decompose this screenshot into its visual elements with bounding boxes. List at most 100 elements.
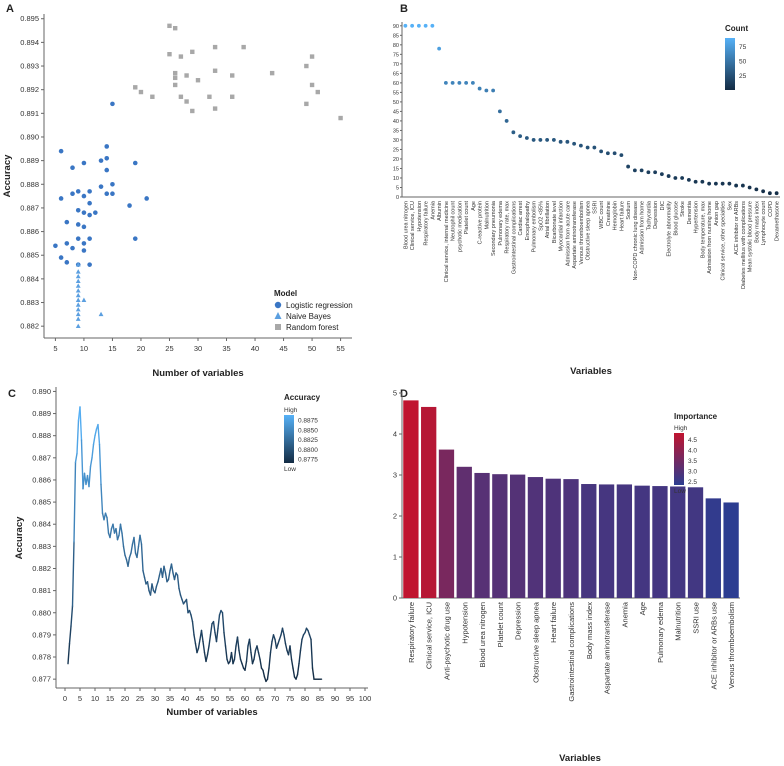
x-tick-label: 100 xyxy=(359,694,372,703)
line-segment xyxy=(170,563,174,574)
x-tick-label: 15 xyxy=(108,344,116,353)
panel-label-d: D xyxy=(400,388,408,400)
line-segment xyxy=(266,667,270,680)
dot-point xyxy=(545,138,550,142)
colorbar-low-label: Low xyxy=(284,466,296,473)
scatter-point xyxy=(58,196,64,201)
x-category-label: Anemia xyxy=(620,601,629,627)
scatter-point xyxy=(81,193,87,199)
x-tick-label: 75 xyxy=(286,694,294,703)
colorbar-low-label: Low xyxy=(674,488,686,495)
scatter-point xyxy=(172,75,178,81)
scatter-point xyxy=(70,245,75,251)
x-tick-label: 5 xyxy=(78,694,82,703)
x-tick-label: 25 xyxy=(136,694,144,703)
x-category-label: psychotic medication xyxy=(457,201,463,252)
scatter-point xyxy=(75,311,81,317)
x-axis-title: Variables xyxy=(559,753,601,764)
dot-point xyxy=(572,141,577,146)
line-segment xyxy=(119,523,123,534)
x-category-label: Admission from home xyxy=(640,201,646,254)
dot-point xyxy=(416,23,421,28)
scatter-point xyxy=(81,248,87,253)
line-segment xyxy=(179,594,183,601)
dot-point xyxy=(686,177,691,182)
y-tick-label: 0.886 xyxy=(32,475,51,484)
scatter-point xyxy=(75,273,81,279)
y-axis-title: Accuracy xyxy=(14,516,25,559)
dot-point xyxy=(619,153,624,158)
scatter-point xyxy=(64,241,70,246)
scatter-point xyxy=(87,189,92,194)
colorbar-tick-label: 0.8850 xyxy=(298,427,318,434)
y-tick-label: 0.890 xyxy=(32,387,51,396)
line-segment xyxy=(67,643,71,665)
y-tick-label: 0.883 xyxy=(20,298,39,307)
line-segment xyxy=(79,406,83,441)
line-segment xyxy=(322,383,324,679)
y-tick-label: 0.880 xyxy=(32,608,51,617)
dot-point xyxy=(761,189,766,194)
y-tick-label: 0.881 xyxy=(32,586,51,595)
dot-point xyxy=(524,136,529,140)
line-segment xyxy=(133,536,137,554)
bar xyxy=(492,474,508,598)
scatter-point xyxy=(190,49,195,55)
scatter-point xyxy=(64,260,70,265)
x-tick-label: 45 xyxy=(196,694,204,703)
line-segment xyxy=(163,565,167,574)
scatter-point xyxy=(75,288,81,293)
dot-point xyxy=(551,138,556,142)
x-category-label: Heart failure xyxy=(619,201,625,231)
scatter-point xyxy=(75,278,81,284)
dot-point xyxy=(646,170,651,175)
y-tick-label: 0.895 xyxy=(20,14,39,23)
y-tick-label: 0.889 xyxy=(20,156,39,165)
line-segment xyxy=(176,574,180,590)
scatter-point xyxy=(110,181,115,187)
x-category-label: ACE inhibitor or ARBs use xyxy=(709,602,718,690)
line-segment xyxy=(197,638,201,649)
scatter-point xyxy=(81,160,87,166)
scatter-point xyxy=(87,200,92,206)
y-tick-label: 0.892 xyxy=(20,85,39,94)
x-axis-title: Number of variables xyxy=(152,368,243,379)
bar xyxy=(616,484,633,598)
y-tick-label: 65 xyxy=(393,71,399,77)
dot-point xyxy=(612,151,617,156)
x-category-label: Platelet count xyxy=(496,601,505,647)
line-segment xyxy=(212,620,216,634)
line-segment xyxy=(290,658,294,669)
line-segment xyxy=(130,543,134,554)
scatter-point xyxy=(81,224,87,230)
scatter-point xyxy=(167,52,172,57)
line-segment xyxy=(191,620,195,636)
x-category-label: C-reactive protein xyxy=(478,201,484,244)
x-tick-label: 50 xyxy=(211,694,219,703)
line-segment xyxy=(307,629,311,636)
y-tick-label: 30 xyxy=(393,138,399,144)
y-tick-label: 0.878 xyxy=(32,653,51,662)
line-segment xyxy=(236,636,240,652)
x-category-label: Obstructive sleep apnea xyxy=(586,200,592,260)
y-tick-label: 0.886 xyxy=(20,227,39,236)
x-category-label: Body temperature, max xyxy=(700,201,706,258)
dot-point xyxy=(734,183,739,188)
colorbar-tick-label: 0.8875 xyxy=(298,418,318,425)
y-tick-label: 10 xyxy=(393,176,399,182)
colorbar-tick-label: 25 xyxy=(739,73,747,80)
x-category-label: Aspartate aminotransferase xyxy=(572,201,578,269)
legend-label: Naive Bayes xyxy=(286,312,331,321)
x-tick-label: 65 xyxy=(256,694,264,703)
dot-point xyxy=(605,151,610,156)
line-segment xyxy=(230,651,234,665)
y-tick-label: 40 xyxy=(393,119,399,125)
line-segment xyxy=(223,631,227,647)
line-segment xyxy=(173,572,177,581)
dot-point xyxy=(673,176,678,180)
line-segment xyxy=(136,545,140,559)
line-segment xyxy=(259,658,263,669)
line-segment xyxy=(196,647,200,654)
dot-point xyxy=(727,181,732,186)
line-segment xyxy=(106,516,110,534)
